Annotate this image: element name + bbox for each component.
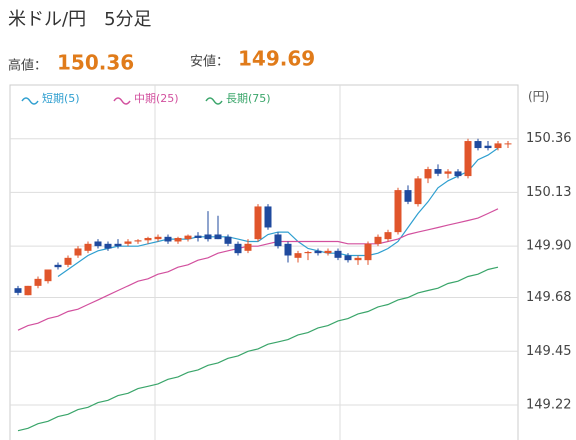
candle-body xyxy=(504,143,512,145)
candle-body xyxy=(374,236,382,244)
low-label: 安値： xyxy=(190,54,229,70)
candle-body xyxy=(74,248,82,256)
candle-body xyxy=(124,241,132,244)
candle-body xyxy=(54,264,62,268)
legend-label: 短期(5) xyxy=(42,91,80,105)
y-tick-label: 150.13 xyxy=(526,185,572,200)
candle-body xyxy=(394,190,402,233)
candle-body xyxy=(244,243,252,251)
candle-body xyxy=(474,141,482,149)
candle-body xyxy=(184,235,192,240)
candle-body xyxy=(94,241,102,247)
candle-body xyxy=(34,278,42,286)
candle-body xyxy=(64,257,72,265)
candle-body xyxy=(284,243,292,256)
candle-body xyxy=(484,145,492,149)
candle-body xyxy=(254,206,262,240)
candle-body xyxy=(234,243,242,254)
candle-body xyxy=(24,285,32,296)
y-tick-label: 149.45 xyxy=(526,344,572,359)
candle-body xyxy=(434,169,442,174)
candle-body xyxy=(334,250,342,258)
candle-body xyxy=(204,234,212,240)
high-label: 高値： xyxy=(8,58,47,74)
candle-body xyxy=(414,178,422,205)
candle-body xyxy=(114,243,122,247)
candle-body xyxy=(314,250,322,254)
legend-label: 長期(75) xyxy=(226,92,271,105)
candle-body xyxy=(264,206,272,228)
candle-body xyxy=(134,240,142,242)
candle-body xyxy=(174,237,182,242)
y-tick-label: 150.36 xyxy=(526,131,572,146)
page-title: 米ドル/円 5分足 xyxy=(8,9,152,30)
y-unit: (円) xyxy=(528,90,549,104)
high-value: 150.36 xyxy=(57,51,134,75)
candle-body xyxy=(404,190,412,202)
candle-body xyxy=(154,236,162,240)
candle-body xyxy=(14,288,22,293)
candle-body xyxy=(364,243,372,261)
candle-body xyxy=(294,253,302,258)
legend-icon xyxy=(205,97,223,105)
candle-body xyxy=(164,236,172,242)
candle-body xyxy=(444,171,452,174)
candle-body xyxy=(214,234,222,240)
candle-body xyxy=(344,255,352,261)
candle-body xyxy=(454,171,462,177)
moving-average-line xyxy=(17,208,499,331)
candle-body xyxy=(304,251,312,254)
y-tick-label: 149.90 xyxy=(526,239,572,254)
legend-label: 中期(25) xyxy=(134,92,179,105)
candle-body xyxy=(104,243,112,249)
candle-body xyxy=(84,243,92,251)
moving-average-line xyxy=(17,266,499,432)
candle-body xyxy=(384,232,392,240)
moving-average-line xyxy=(57,147,499,277)
candle-body xyxy=(464,141,472,177)
candle-body xyxy=(424,169,432,179)
candle-body xyxy=(224,236,232,244)
legend-icon xyxy=(21,97,39,105)
candle-body xyxy=(144,237,152,241)
candle-body xyxy=(44,269,52,282)
candle-body xyxy=(274,234,282,247)
candle-body xyxy=(324,250,332,254)
low-value: 149.69 xyxy=(238,47,315,71)
candle-body xyxy=(194,235,202,238)
plot-frame xyxy=(9,84,519,440)
y-tick-label: 149.22 xyxy=(526,397,572,412)
y-tick-label: 149.68 xyxy=(526,290,572,305)
candle-body xyxy=(494,143,502,149)
candle-body xyxy=(354,257,362,261)
legend-icon xyxy=(113,97,131,105)
